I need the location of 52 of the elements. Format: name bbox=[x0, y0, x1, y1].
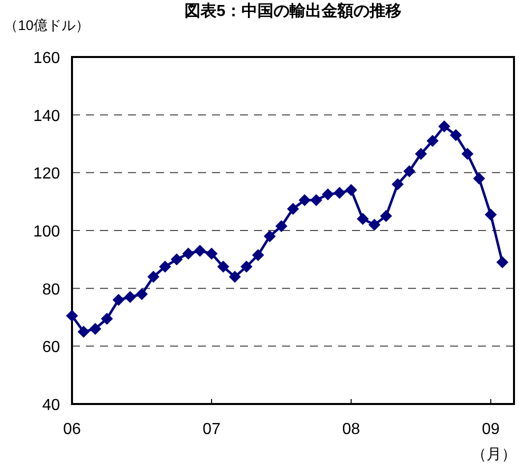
x-tick-label: 06 bbox=[63, 421, 81, 438]
point bbox=[392, 178, 404, 190]
point bbox=[170, 253, 183, 266]
point bbox=[310, 194, 322, 206]
point bbox=[438, 120, 450, 132]
y-tick-label: 100 bbox=[33, 224, 60, 240]
point bbox=[159, 260, 172, 273]
point bbox=[334, 186, 346, 199]
point bbox=[89, 322, 102, 335]
y-tick-label: 40 bbox=[42, 397, 60, 414]
y-axis-title: （10億ドル） bbox=[4, 17, 90, 33]
point bbox=[66, 310, 78, 322]
point bbox=[147, 270, 160, 283]
y-tick-label: 60 bbox=[42, 339, 60, 356]
point bbox=[450, 129, 462, 142]
point bbox=[473, 172, 486, 184]
point bbox=[100, 312, 113, 325]
point bbox=[217, 260, 230, 273]
point bbox=[275, 220, 288, 232]
point bbox=[136, 288, 148, 300]
point bbox=[322, 188, 334, 200]
x-tick-label: 08 bbox=[342, 421, 360, 438]
point bbox=[112, 294, 125, 306]
point bbox=[78, 326, 90, 338]
point bbox=[287, 202, 299, 215]
point bbox=[206, 248, 218, 260]
y-tick-label: 160 bbox=[33, 50, 60, 67]
point bbox=[345, 184, 358, 196]
point bbox=[380, 210, 392, 222]
y-tick-label: 140 bbox=[33, 108, 60, 125]
point bbox=[240, 260, 252, 273]
x-tick-label: 07 bbox=[202, 421, 221, 438]
point bbox=[426, 134, 439, 147]
point bbox=[298, 194, 311, 206]
point bbox=[414, 148, 427, 160]
point bbox=[461, 148, 474, 160]
point bbox=[182, 248, 194, 260]
point bbox=[356, 212, 369, 225]
point bbox=[194, 244, 206, 257]
x-axis-title: （月） bbox=[472, 446, 516, 463]
chart-title: 図表5：中国の輸出金額の推移 bbox=[184, 2, 402, 20]
point bbox=[124, 291, 136, 304]
y-tick-label: 120 bbox=[33, 166, 60, 183]
point bbox=[264, 230, 276, 242]
point bbox=[228, 270, 241, 283]
point bbox=[252, 249, 264, 262]
point bbox=[496, 256, 508, 268]
point bbox=[484, 208, 497, 221]
point bbox=[403, 165, 416, 178]
x-tick-label: 09 bbox=[482, 421, 500, 438]
point bbox=[368, 218, 380, 231]
y-tick-label: 80 bbox=[42, 281, 60, 298]
